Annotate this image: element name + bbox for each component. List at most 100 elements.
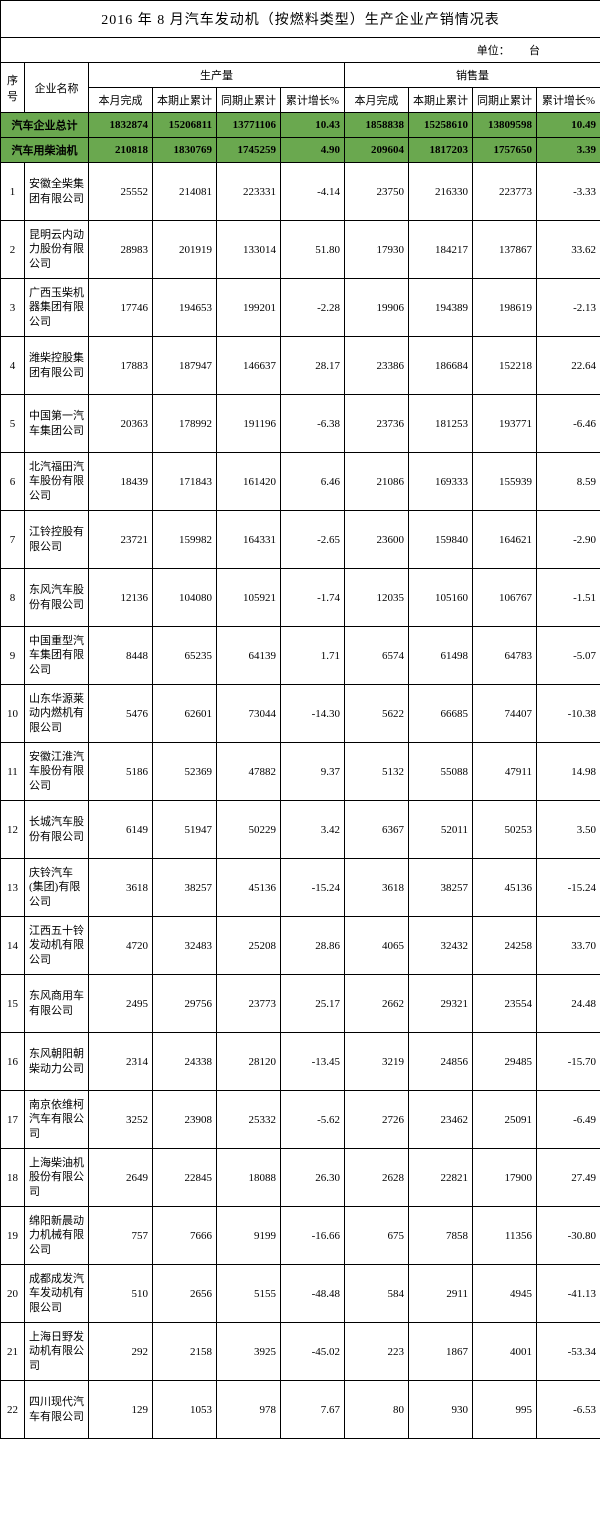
cell-s-month: 4065 bbox=[345, 917, 409, 975]
cell-s-period: 930 bbox=[409, 1381, 473, 1439]
cell-s-same: 995 bbox=[473, 1381, 537, 1439]
cell-company: 绵阳新晨动力机械有限公司 bbox=[25, 1207, 89, 1265]
cell-p-growth: 7.67 bbox=[281, 1381, 345, 1439]
table-row: 15东风商用车有限公司2495297562377325.172662293212… bbox=[1, 975, 600, 1033]
cell-seq: 17 bbox=[1, 1091, 25, 1149]
cell-s-growth: 3.50 bbox=[537, 801, 600, 859]
cell-p-month: 2649 bbox=[89, 1149, 153, 1207]
cell-p-same: 223331 bbox=[217, 163, 281, 221]
cell-company: 北汽福田汽车股份有限公司 bbox=[25, 453, 89, 511]
cell-s-same: 25091 bbox=[473, 1091, 537, 1149]
table-row: 7江铃控股有限公司23721159982164331-2.65236001598… bbox=[1, 511, 600, 569]
cell-p-same: 9199 bbox=[217, 1207, 281, 1265]
cell-s-same: 193771 bbox=[473, 395, 537, 453]
cell-company: 四川现代汽车有限公司 bbox=[25, 1381, 89, 1439]
table-title: 2016 年 8 月汽车发动机（按燃料类型）生产企业产销情况表 bbox=[1, 1, 600, 38]
cell-s-period: 184217 bbox=[409, 221, 473, 279]
cell-p-same: 105921 bbox=[217, 569, 281, 627]
cell-seq: 19 bbox=[1, 1207, 25, 1265]
total-row: 汽车企业总计 1832874 15206811 13771106 10.43 1… bbox=[1, 113, 600, 138]
cell-p-period: 159982 bbox=[153, 511, 217, 569]
cell-s-growth: 33.62 bbox=[537, 221, 600, 279]
cell-s-growth: 14.98 bbox=[537, 743, 600, 801]
cell-seq: 10 bbox=[1, 685, 25, 743]
cell-p-month: 23721 bbox=[89, 511, 153, 569]
cell-p-period: 2656 bbox=[153, 1265, 217, 1323]
header-sales: 销售量 bbox=[345, 63, 600, 88]
cell-p-period: 65235 bbox=[153, 627, 217, 685]
header-s-growth: 累计增长% bbox=[537, 88, 600, 113]
cell-s-growth: -6.53 bbox=[537, 1381, 600, 1439]
cell-s-month: 223 bbox=[345, 1323, 409, 1381]
cell-seq: 9 bbox=[1, 627, 25, 685]
table-row: 1安徽全柴集团有限公司25552214081223331-4.142375021… bbox=[1, 163, 600, 221]
cell-s-month: 23386 bbox=[345, 337, 409, 395]
cell-s-period: 29321 bbox=[409, 975, 473, 1033]
diesel-p-growth: 4.90 bbox=[281, 138, 345, 163]
cell-p-growth: 51.80 bbox=[281, 221, 345, 279]
cell-p-same: 164331 bbox=[217, 511, 281, 569]
header-production: 生产量 bbox=[89, 63, 345, 88]
cell-p-month: 17883 bbox=[89, 337, 153, 395]
cell-p-month: 292 bbox=[89, 1323, 153, 1381]
diesel-s-growth: 3.39 bbox=[537, 138, 600, 163]
total-p-period: 15206811 bbox=[153, 113, 217, 138]
cell-p-growth: -4.14 bbox=[281, 163, 345, 221]
cell-company: 长城汽车股份有限公司 bbox=[25, 801, 89, 859]
cell-company: 东风商用车有限公司 bbox=[25, 975, 89, 1033]
table-row: 21上海日野发动机有限公司29221583925-45.022231867400… bbox=[1, 1323, 600, 1381]
cell-company: 南京依维柯汽车有限公司 bbox=[25, 1091, 89, 1149]
cell-s-same: 29485 bbox=[473, 1033, 537, 1091]
cell-p-month: 5476 bbox=[89, 685, 153, 743]
cell-seq: 15 bbox=[1, 975, 25, 1033]
cell-p-same: 146637 bbox=[217, 337, 281, 395]
cell-p-growth: 6.46 bbox=[281, 453, 345, 511]
header-s-period: 本期止累计 bbox=[409, 88, 473, 113]
cell-s-period: 23462 bbox=[409, 1091, 473, 1149]
cell-seq: 13 bbox=[1, 859, 25, 917]
diesel-label: 汽车用柴油机 bbox=[1, 138, 89, 163]
cell-p-period: 22845 bbox=[153, 1149, 217, 1207]
cell-p-period: 178992 bbox=[153, 395, 217, 453]
diesel-row: 汽车用柴油机 210818 1830769 1745259 4.90 20960… bbox=[1, 138, 600, 163]
cell-p-period: 29756 bbox=[153, 975, 217, 1033]
cell-s-period: 2911 bbox=[409, 1265, 473, 1323]
cell-s-same: 11356 bbox=[473, 1207, 537, 1265]
cell-s-period: 22821 bbox=[409, 1149, 473, 1207]
cell-s-period: 105160 bbox=[409, 569, 473, 627]
cell-s-same: 4001 bbox=[473, 1323, 537, 1381]
cell-s-month: 3618 bbox=[345, 859, 409, 917]
unit-label: 单位： bbox=[477, 45, 510, 57]
cell-company: 庆铃汽车(集团)有限公司 bbox=[25, 859, 89, 917]
cell-p-month: 3618 bbox=[89, 859, 153, 917]
diesel-p-month: 210818 bbox=[89, 138, 153, 163]
cell-s-growth: -15.24 bbox=[537, 859, 600, 917]
cell-p-growth: 28.86 bbox=[281, 917, 345, 975]
table-body: 1安徽全柴集团有限公司25552214081223331-4.142375021… bbox=[1, 163, 600, 1439]
cell-p-period: 1053 bbox=[153, 1381, 217, 1439]
cell-s-growth: -6.46 bbox=[537, 395, 600, 453]
table-row: 13庆铃汽车(集团)有限公司36183825745136-15.24361838… bbox=[1, 859, 600, 917]
cell-s-period: 24856 bbox=[409, 1033, 473, 1091]
cell-p-month: 18439 bbox=[89, 453, 153, 511]
table-row: 20成都成发汽车发动机有限公司51026565155-48.4858429114… bbox=[1, 1265, 600, 1323]
cell-s-same: 198619 bbox=[473, 279, 537, 337]
cell-p-period: 171843 bbox=[153, 453, 217, 511]
cell-p-same: 5155 bbox=[217, 1265, 281, 1323]
cell-p-month: 3252 bbox=[89, 1091, 153, 1149]
cell-company: 上海柴油机股份有限公司 bbox=[25, 1149, 89, 1207]
cell-s-period: 169333 bbox=[409, 453, 473, 511]
cell-company: 昆明云内动力股份有限公司 bbox=[25, 221, 89, 279]
cell-s-growth: -53.34 bbox=[537, 1323, 600, 1381]
cell-p-same: 50229 bbox=[217, 801, 281, 859]
cell-s-month: 2726 bbox=[345, 1091, 409, 1149]
cell-p-growth: 1.71 bbox=[281, 627, 345, 685]
cell-s-period: 66685 bbox=[409, 685, 473, 743]
cell-company: 中国重型汽车集团有限公司 bbox=[25, 627, 89, 685]
cell-p-month: 28983 bbox=[89, 221, 153, 279]
diesel-s-same: 1757650 bbox=[473, 138, 537, 163]
header-p-period: 本期止累计 bbox=[153, 88, 217, 113]
cell-p-growth: -15.24 bbox=[281, 859, 345, 917]
table-row: 8东风汽车股份有限公司12136104080105921-1.741203510… bbox=[1, 569, 600, 627]
cell-p-period: 104080 bbox=[153, 569, 217, 627]
